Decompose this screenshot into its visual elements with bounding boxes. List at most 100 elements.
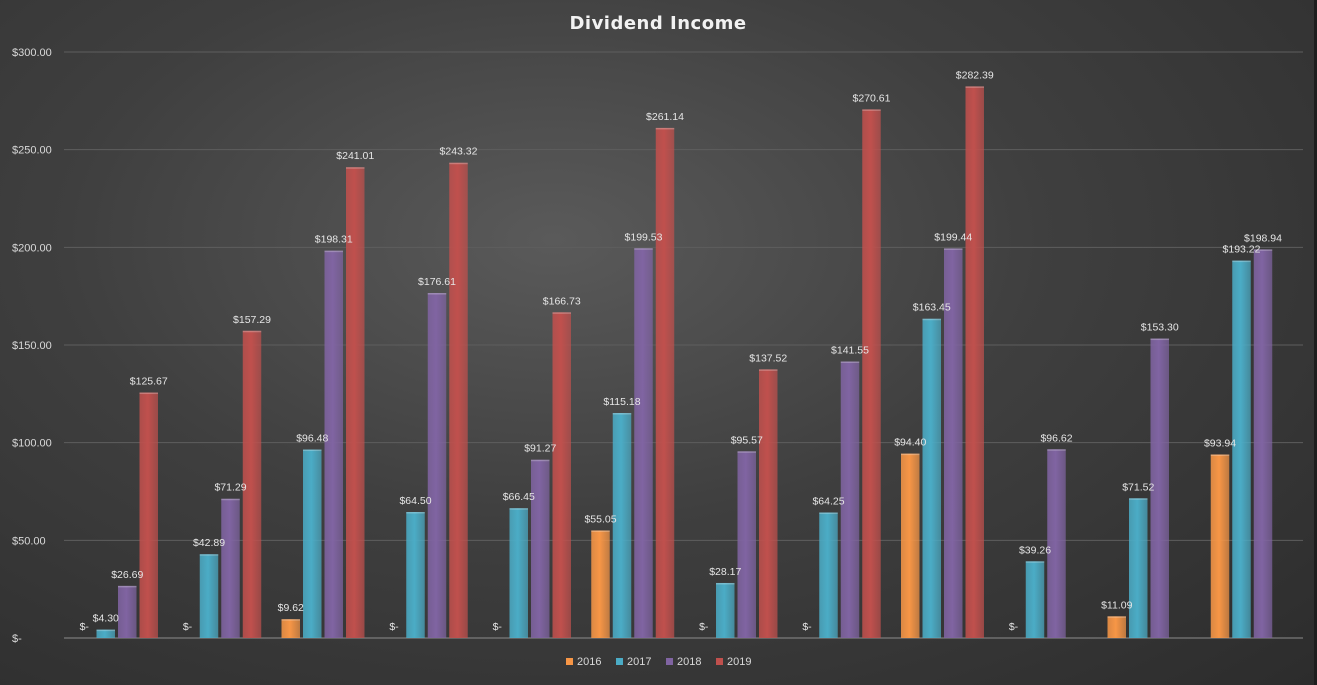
bar-highlight [449,162,468,165]
bar-highlight [406,512,425,514]
bar-highlight [1210,454,1230,457]
legend-label: 2018 [677,656,701,668]
bar-highlight [427,293,447,295]
data-label: $141.55 [831,345,869,357]
bar-2017 [96,629,115,638]
data-label: $199.53 [625,231,663,243]
bar-2019 [862,109,881,639]
bar-highlight [655,127,675,130]
data-label: $64.25 [812,495,844,507]
bar-highlight [901,453,920,456]
bar-highlight [944,248,963,250]
bar-2018 [1253,249,1273,638]
y-axis: $- $50.00 $100.00 $150.00 $200.00 $250.00 $300… [12,47,52,645]
data-label: $137.52 [749,352,787,364]
bar-highlight [1150,338,1169,341]
bar-2018 [1150,338,1169,638]
bar-2019 [449,162,468,638]
bar-2018 [118,585,137,638]
bar-highlight [346,167,365,169]
data-label: $282.39 [956,69,994,81]
bar-2019 [759,369,778,638]
data-label: $93.94 [1204,438,1236,450]
bar-highlight [221,498,240,501]
data-label: $198.31 [315,234,353,246]
window-edge [1314,0,1317,685]
bar-2017 [612,413,632,638]
data-label: $199.44 [934,231,972,243]
bar-highlight [509,508,528,510]
data-label: $66.45 [503,491,535,503]
data-label: $55.05 [584,513,616,525]
data-label: $96.48 [296,433,328,445]
bar-highlight [324,250,343,253]
data-label: $157.29 [233,314,271,326]
data-label: $243.32 [440,146,478,158]
legend-swatch-2017 [616,658,623,665]
legend-label: 2017 [627,656,651,668]
data-label: $- [699,621,709,633]
legend-label: 2016 [577,656,601,668]
data-label: $64.50 [399,495,431,507]
bar-highlight [531,459,550,462]
data-label: $115.18 [603,396,640,408]
legend-swatch-2019 [716,658,723,665]
data-label: $71.29 [214,482,246,494]
data-label: $193.22 [1223,244,1261,256]
legend: 2016 2017 2018 2019 [566,656,751,668]
bar-2018 [531,459,550,638]
bar-2016 [591,530,610,638]
data-label: $- [1009,621,1019,633]
data-label: $153.30 [1141,322,1179,334]
bar-highlight [1025,561,1045,563]
data-label: $166.73 [543,295,581,307]
bar-2017 [1129,498,1148,638]
bar-2018 [324,250,343,638]
bar-2019 [655,127,675,639]
data-label: $39.26 [1019,544,1051,556]
data-label: $91.27 [524,443,556,455]
bar-2018 [221,498,240,638]
bar-highlight [552,312,571,314]
bar-highlight [1107,616,1126,618]
y-tick-label: $50.00 [12,535,46,547]
bar-2017 [509,508,528,638]
data-label: $94.40 [894,437,926,449]
data-label: $28.17 [709,566,741,578]
data-label: $96.62 [1040,432,1072,444]
data-label: $- [80,621,90,633]
legend-swatch-2018 [666,658,673,665]
bar-2019 [552,312,571,638]
data-label: $95.57 [731,434,763,446]
data-label: $125.67 [130,376,168,388]
bar-highlight [242,330,262,333]
bar-2017 [406,512,425,638]
data-label: $163.45 [913,302,951,314]
bar-2017 [1232,260,1251,638]
bar-highlight [591,530,610,532]
data-label: $270.61 [853,92,891,104]
bar-highlight [634,248,653,250]
bar-highlight [1129,498,1148,500]
data-label: $- [389,621,399,633]
bar-2017 [819,512,838,638]
bar-highlight [840,361,860,364]
bar-highlight [759,369,778,371]
bar-highlight [199,554,219,556]
bar-2016 [901,453,920,638]
bar-2018 [944,248,963,639]
bar-2017 [716,582,735,638]
bar-highlight [1047,449,1066,451]
bar-highlight [96,629,115,632]
data-label: $176.61 [418,276,456,288]
data-label: $4.30 [93,613,119,625]
y-tick-label: $250.00 [12,145,52,157]
bar-2018 [634,248,653,638]
bar-highlight [1232,260,1251,263]
bar-highlight [612,413,632,415]
data-label: $- [802,621,812,633]
y-tick-label: $100.00 [12,438,52,450]
bar-highlight [922,318,941,321]
data-labels: $-$4.30$26.69$125.67$-$42.89$71.29$157.2… [80,69,1283,633]
bar-highlight [965,86,984,88]
